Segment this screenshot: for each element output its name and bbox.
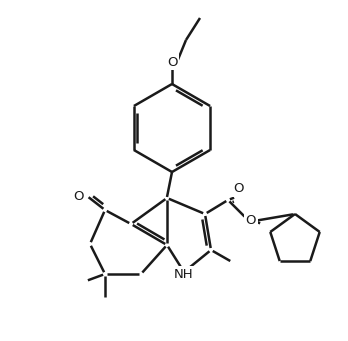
Text: O: O <box>233 182 243 195</box>
Text: O: O <box>246 213 256 226</box>
Text: O: O <box>74 190 84 203</box>
Text: NH: NH <box>174 267 194 281</box>
Text: O: O <box>167 56 177 69</box>
